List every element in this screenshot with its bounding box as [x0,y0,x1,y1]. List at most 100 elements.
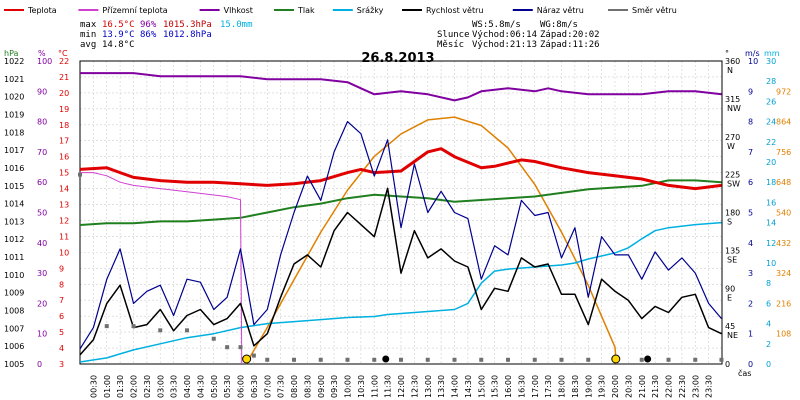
series-vlhkost [80,72,722,102]
temp-tick-label: 4 [59,344,64,353]
temp-tick-label: 11 [59,232,69,241]
series-teplota [79,147,722,191]
x-tick-label: 12:30 [410,375,419,398]
dir-compass-label: W [727,142,735,151]
pct-tick-label: 10 [37,330,47,339]
stats-min-label: min [80,30,96,40]
series-naraz-vetru [79,120,722,350]
dir-tick-label: 90 [725,284,735,293]
temp-tick-label: 13 [59,201,69,210]
hpa-tick-label: 1007 [4,324,24,333]
x-tick-label: 15:00 [477,375,486,398]
series-lines [78,72,724,365]
wind-direction-point [452,357,457,362]
ms-tick-label: 3 [748,269,753,278]
wind-direction-point [479,357,484,362]
markers [242,354,652,364]
x-tick-label: 14:00 [451,375,460,398]
temp-tick-label: 17 [59,137,69,146]
x-tick-label: 18:30 [571,375,580,398]
ms-tick-label: 1 [748,330,753,339]
pct-tick-label: 90 [37,87,47,96]
x-tick-label: 16:00 [504,375,513,398]
hpa-tick-label: 1017 [4,146,24,155]
mm-tick-label: 10 [766,259,776,268]
axes: 00:30 01:00 01:30 02:00 02:30 03:00 03:30 04:00… [4,57,791,398]
stats-min-temp: 13.9°C [102,30,135,40]
hpa-tick-label: 1016 [4,164,24,173]
legend-label: Směr větru [632,6,677,15]
stats-max-temp: 16.5°C [102,20,135,30]
wind-direction-point [318,357,323,362]
mm-tick-label: 14 [766,219,776,228]
wind-direction-point [185,328,189,333]
mm-tick-label: 0 [766,360,771,369]
temp-tick-label: 15 [59,169,69,178]
dir-compass-label: NW [727,104,741,113]
series-tlak [79,179,722,226]
x-tick-label: 13:30 [437,375,446,398]
solar-tick-label: 648 [776,178,791,187]
pct-tick-label: 20 [37,299,47,308]
temp-tick-label: 7 [59,296,64,305]
pct-tick-label: 30 [37,269,47,278]
mm-unit: mm [764,49,780,58]
wind-direction-point [238,345,243,350]
x-tick-label: 19:00 [584,375,593,398]
solar-tick-label: 756 [776,148,791,157]
stats-max-hum: 96% [140,20,157,30]
x-axis-label: čas [738,368,751,378]
dir-tick-label: 270 [725,133,740,142]
mm-tick-label: 20 [766,158,776,167]
hpa-tick-label: 1020 [4,93,24,102]
ms-tick-label: 9 [748,87,753,96]
ms-unit: m/s [745,49,760,58]
stats-max-label: max [80,20,97,30]
x-tick-label: 22:00 [665,375,674,398]
info-ws: WS:5.8m/s [472,20,521,30]
legend-label: Srážky [357,6,384,15]
ms-tick-label: 7 [748,148,753,157]
mm-tick-label: 4 [766,320,771,329]
x-tick-label: 11:00 [370,375,379,398]
temp-tick-label: 8 [59,280,64,289]
solar-tick-label: 864 [776,118,791,127]
moonset-marker [382,355,390,363]
x-tick-label: 16:30 [517,375,526,398]
wind-direction-point [639,357,644,362]
temp-tick-label: 5 [59,328,64,337]
hpa-tick-label: 1009 [4,289,24,298]
x-tick-label: 08:30 [303,375,312,398]
wind-direction-point [251,353,256,358]
hpa-unit: hPa [4,49,19,58]
series-rychlost-vetru [79,187,722,356]
dir-tick-label: 135 [725,246,740,255]
x-tick-label: 13:00 [424,375,433,398]
x-tick-label: 22:30 [678,375,687,398]
x-tick-label: 20:00 [611,375,620,398]
x-tick-label: 12:00 [397,375,406,398]
x-tick-label: 07:00 [263,375,272,398]
sun-marker [242,354,252,364]
x-tick-label: 03:30 [170,375,179,398]
x-tick-label: 23:00 [691,375,700,398]
mm-tick-label: 28 [766,77,776,86]
legend: Teplota Přízemní teplota Vlhkost Tlak Srážky… [4,6,677,15]
mm-tick-label: 30 [766,57,776,66]
wind-direction-point [506,357,510,362]
dir-unit: ° [725,49,729,58]
hpa-tick-label: 1013 [4,217,24,226]
hpa-tick-label: 1015 [4,182,24,191]
legend-label: Vlhkost [224,6,253,15]
solar-tick-label: 108 [776,330,791,339]
temp-tick-label: 3 [59,360,64,369]
mm-tick-label: 18 [766,178,776,187]
wind-direction-point [586,357,591,362]
dir-compass-label: S [727,218,732,227]
pct-tick-label: 100 [37,57,52,66]
solar-tick-label: 432 [776,239,791,248]
wind-direction-point [399,357,403,362]
wind-direction-point [345,357,350,362]
solar-tick-label: 324 [776,269,791,278]
